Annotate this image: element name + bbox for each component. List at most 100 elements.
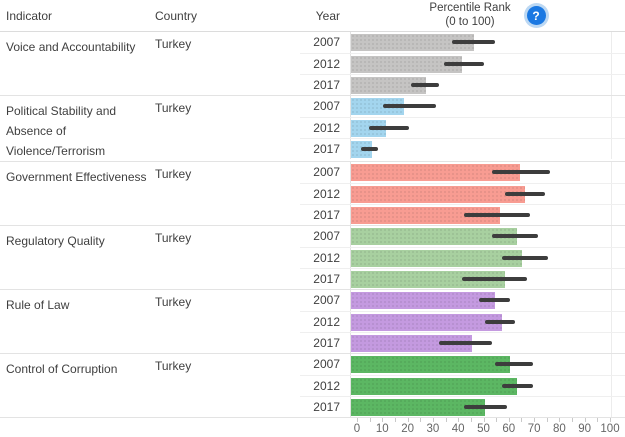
percentile-bar[interactable] bbox=[351, 271, 505, 288]
percentile-bar[interactable] bbox=[351, 98, 404, 115]
indicator-label: Rule of Law bbox=[6, 298, 70, 312]
axis-tick bbox=[432, 418, 434, 422]
percentile-bar[interactable] bbox=[351, 250, 523, 267]
percentile-bar[interactable] bbox=[351, 164, 520, 181]
chart-header: Percentile Rank (0 to 100) ? bbox=[350, 0, 625, 31]
table-row: 2017 bbox=[300, 74, 625, 95]
bar-cell bbox=[350, 96, 625, 117]
indicator-label: Political Stability and Absence of Viole… bbox=[6, 104, 117, 158]
year-label: 2007 bbox=[313, 293, 340, 307]
percentile-bar[interactable] bbox=[351, 77, 427, 94]
confidence-interval bbox=[464, 405, 508, 409]
percentile-bar[interactable] bbox=[351, 399, 485, 416]
year-label: 2007 bbox=[313, 165, 340, 179]
year-rows: 2007 2012 2017 bbox=[300, 354, 625, 417]
question-mark-icon[interactable]: ? bbox=[526, 6, 546, 25]
indicator-group: Rule of Law Turkey 2007 2012 2017 bbox=[0, 290, 625, 354]
table-row: 2007 bbox=[300, 32, 625, 53]
year-label: 2012 bbox=[313, 315, 340, 329]
chart-axis-title: Percentile Rank (0 to 100) bbox=[429, 2, 510, 30]
percentile-bar[interactable] bbox=[351, 356, 510, 373]
year-label: 2017 bbox=[313, 142, 340, 156]
axis-tick bbox=[369, 418, 371, 422]
axis-tick bbox=[394, 418, 396, 422]
confidence-interval bbox=[502, 384, 533, 388]
axis-tick bbox=[559, 418, 561, 422]
percentile-bar[interactable] bbox=[351, 56, 462, 73]
year-rows: 2007 2012 2017 bbox=[300, 162, 625, 225]
axis-tick bbox=[357, 418, 358, 422]
confidence-interval bbox=[479, 298, 510, 302]
table-row: 2007 bbox=[300, 226, 625, 247]
bar-cell bbox=[350, 269, 625, 289]
indicator-label: Government Effectiveness bbox=[6, 170, 147, 184]
year-label: 2007 bbox=[313, 35, 340, 49]
country-label: Turkey bbox=[155, 231, 192, 245]
axis-tick-label: 80 bbox=[552, 423, 566, 435]
country-label: Turkey bbox=[155, 37, 192, 51]
axis-tick bbox=[597, 418, 599, 422]
confidence-interval bbox=[411, 83, 439, 87]
indicator-group: Government Effectiveness Turkey 2007 2012 20… bbox=[0, 162, 625, 226]
indicator-label: Regulatory Quality bbox=[6, 234, 105, 248]
percentile-bar[interactable] bbox=[351, 292, 495, 309]
axis-tick bbox=[458, 418, 460, 422]
chart-title-line2: (0 to 100) bbox=[445, 15, 495, 28]
axis-tick-label: 90 bbox=[578, 423, 592, 435]
percentile-bar[interactable] bbox=[351, 314, 503, 331]
bar-cell bbox=[350, 226, 625, 247]
table-row: 2017 bbox=[300, 204, 625, 225]
country-label: Turkey bbox=[155, 359, 192, 373]
table-row: 2007 bbox=[300, 96, 625, 117]
confidence-interval bbox=[360, 147, 379, 151]
percentile-bar[interactable] bbox=[351, 228, 518, 245]
bar-cell bbox=[350, 397, 625, 417]
chart-title-line1: Percentile Rank bbox=[429, 1, 511, 14]
axis-tick-label: 50 bbox=[477, 423, 490, 435]
table-row: 2012 bbox=[300, 247, 625, 268]
indicator-column-header: Indicator bbox=[6, 8, 53, 23]
percentile-bar[interactable] bbox=[351, 207, 500, 224]
percentile-bar[interactable] bbox=[351, 335, 472, 352]
bar-cell bbox=[350, 333, 625, 353]
country-column-header: Country bbox=[155, 8, 198, 23]
table-row: 2012 bbox=[300, 53, 625, 74]
axis-tick bbox=[508, 418, 510, 422]
percentile-bar[interactable] bbox=[351, 120, 386, 137]
table-row: 2017 bbox=[300, 268, 625, 289]
axis-tick bbox=[546, 418, 548, 422]
bar-cell bbox=[350, 290, 625, 311]
percentile-bar[interactable] bbox=[351, 186, 525, 203]
axis-tick bbox=[470, 418, 472, 422]
indicator-label: Control of Corruption bbox=[6, 362, 118, 376]
percentile-bar[interactable] bbox=[351, 378, 518, 395]
axis-tick bbox=[420, 418, 422, 422]
country-label: Turkey bbox=[155, 101, 192, 115]
bar-cell bbox=[350, 118, 625, 138]
bar-cell bbox=[350, 75, 625, 95]
confidence-interval bbox=[464, 213, 531, 217]
bar-cell bbox=[350, 376, 625, 396]
table-row: 2007 bbox=[300, 354, 625, 375]
year-label: 2017 bbox=[313, 400, 340, 414]
axis-tick bbox=[534, 418, 536, 422]
year-label: 2012 bbox=[313, 121, 340, 135]
indicator-group: Regulatory Quality Turkey 2007 2012 2017 bbox=[0, 226, 625, 290]
confidence-interval bbox=[451, 40, 495, 44]
confidence-interval bbox=[492, 234, 538, 238]
axis-tick-label: 10 bbox=[375, 423, 389, 435]
table-row: 2017 bbox=[300, 138, 625, 159]
year-label: 2017 bbox=[313, 208, 340, 222]
year-rows: 2007 2012 2017 bbox=[300, 226, 625, 289]
confidence-interval bbox=[492, 170, 551, 174]
bar-cell bbox=[350, 205, 625, 225]
year-label: 2017 bbox=[313, 78, 340, 92]
axis-tick bbox=[521, 418, 523, 422]
axis-tick bbox=[382, 418, 384, 422]
percentile-bar[interactable] bbox=[351, 34, 475, 51]
x-axis: 0 10 20 30 40 50 60 70 80 90 100 bbox=[350, 418, 625, 437]
bar-cell bbox=[350, 312, 625, 332]
table-row: 2007 bbox=[300, 162, 625, 183]
table-row: 2017 bbox=[300, 332, 625, 353]
confidence-interval bbox=[369, 126, 409, 130]
